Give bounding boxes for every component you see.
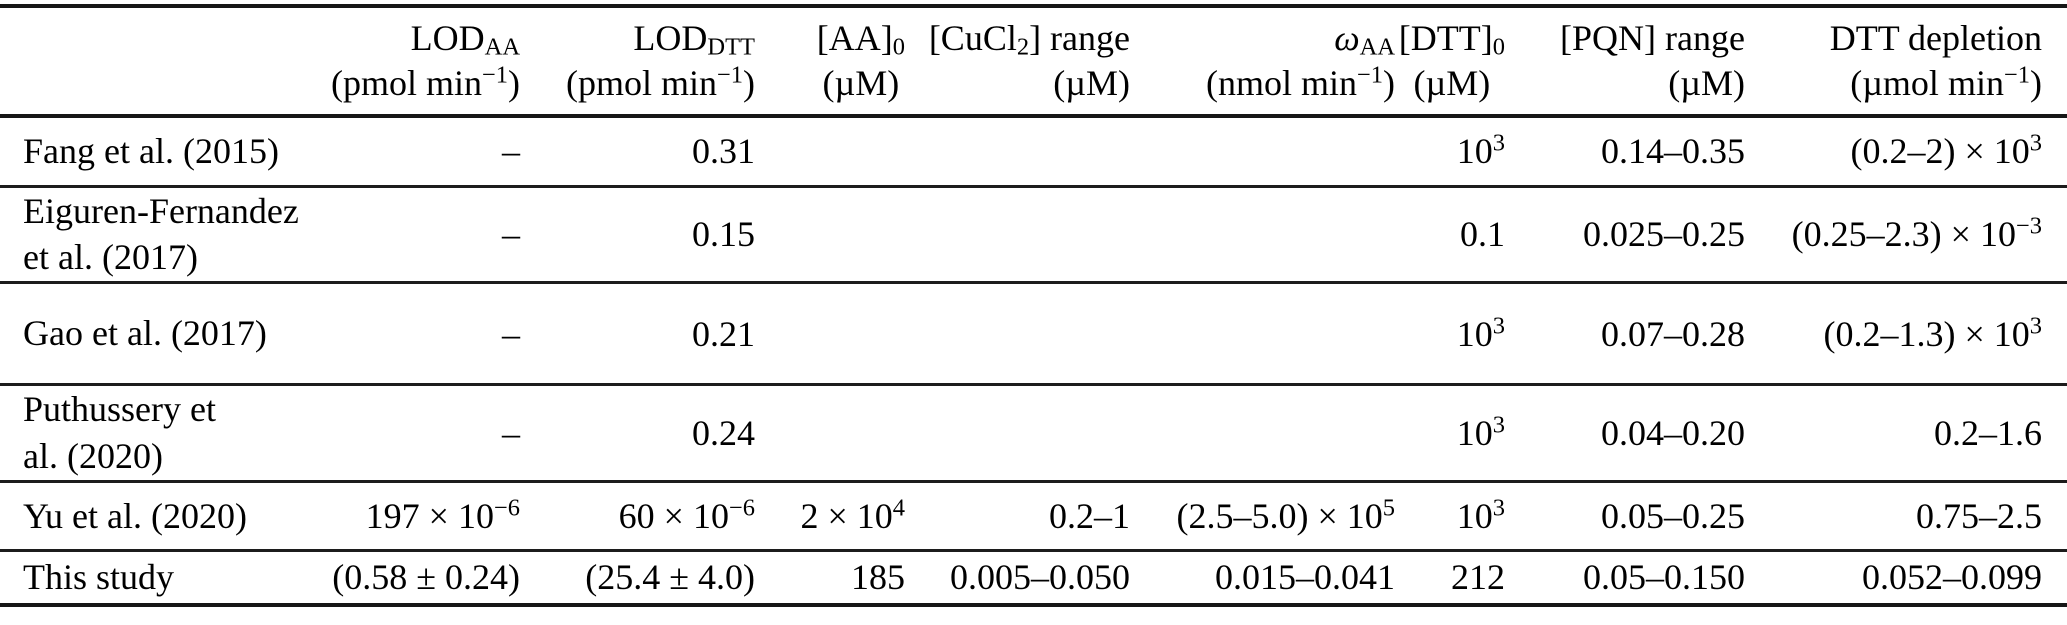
- column-unit: (nmol min−1): [1205, 61, 1395, 103]
- column-header-lod-aa: LODAA (pmol min−1): [310, 6, 520, 116]
- cell-aa0: 2 × 104: [800, 494, 905, 537]
- cell-aa0: 185: [851, 557, 905, 598]
- table-row: Yu et al. (2020) 197 × 10−6 60 × 10−6 2 …: [0, 482, 2067, 551]
- column-header-cucl2-range: [CuCl2] range (µM): [905, 6, 1130, 116]
- cell-lod-aa: –: [502, 131, 520, 172]
- column-title: [DTT]0: [1398, 18, 1505, 61]
- column-title: DTT depletion: [1829, 18, 2042, 58]
- column-unit: (pmol min−1): [330, 61, 520, 103]
- study-comparison-table: LODAA (pmol min−1) LODDTT (pmol min−1) […: [0, 4, 2067, 607]
- column-header-study: [0, 6, 310, 116]
- cell-lod-aa: –: [502, 313, 520, 354]
- cell-aa0: [755, 186, 905, 283]
- column-unit: (µM): [1413, 63, 1491, 103]
- column-unit: (pmol min−1): [565, 61, 755, 103]
- row-label: Eiguren-Fernandez et al. (2017): [23, 190, 299, 278]
- cell-lod-dtt: 60 × 10−6: [618, 494, 755, 537]
- table-row: Gao et al. (2017) – 0.21 103 0.07–0.28 (…: [0, 283, 2067, 385]
- cell-pqn-range: 0.05–0.25: [1601, 496, 1745, 537]
- cell-cucl2-range: [905, 283, 1130, 385]
- cell-lod-dtt: 0.24: [692, 413, 755, 454]
- cell-lod-dtt: (25.4 ± 4.0): [585, 557, 755, 598]
- header-row: LODAA (pmol min−1) LODDTT (pmol min−1) […: [0, 6, 2067, 116]
- cell-cucl2-range: [905, 186, 1130, 283]
- table-row: Puthussery et al. (2020) – 0.24 103 0.04…: [0, 385, 2067, 482]
- column-header-omega-aa: ωAA (nmol min−1): [1130, 6, 1395, 116]
- table-row: This study (0.58 ± 0.24) (25.4 ± 4.0) 18…: [0, 551, 2067, 605]
- cell-dtt0: 0.1: [1460, 214, 1505, 255]
- cell-omega-aa: [1130, 385, 1395, 482]
- cell-dtt0: 212: [1451, 557, 1505, 598]
- cell-dtt-depletion: (0.25–2.3) × 10−3: [1791, 212, 2042, 255]
- cell-omega-aa: (2.5–5.0) × 105: [1176, 494, 1395, 537]
- cell-cucl2-range: 0.2–1: [1049, 496, 1130, 537]
- cell-dtt0: 103: [1456, 411, 1505, 454]
- cell-aa0: [755, 116, 905, 186]
- cell-dtt0: 103: [1456, 129, 1505, 172]
- cell-dtt-depletion: (0.2–2) × 103: [1850, 129, 2042, 172]
- column-unit: (µM): [1668, 63, 1745, 103]
- row-label: This study: [23, 556, 175, 597]
- column-unit: (µmol min−1): [1850, 61, 2042, 103]
- column-header-lod-dtt: LODDTT (pmol min−1): [520, 6, 755, 116]
- cell-aa0: [755, 385, 905, 482]
- cell-dtt-depletion: 0.052–0.099: [1862, 557, 2042, 598]
- row-label: Puthussery et al. (2020): [23, 389, 216, 477]
- cell-dtt0: 103: [1456, 311, 1505, 354]
- column-header-aa0: [AA]0 (µM): [755, 6, 905, 116]
- row-label: Gao et al. (2017): [23, 313, 267, 354]
- cell-pqn-range: 0.04–0.20: [1601, 413, 1745, 454]
- cell-dtt-depletion: 0.75–2.5: [1916, 496, 2042, 537]
- column-unit: (µM): [822, 63, 900, 103]
- cell-lod-aa: 197 × 10−6: [365, 494, 520, 537]
- cell-lod-aa: –: [502, 214, 520, 255]
- column-unit: (µM): [1053, 63, 1130, 103]
- cell-pqn-range: 0.05–0.150: [1583, 557, 1745, 598]
- cell-cucl2-range: [905, 116, 1130, 186]
- cell-omega-aa: [1130, 116, 1395, 186]
- cell-omega-aa: [1130, 283, 1395, 385]
- cell-lod-aa: (0.58 ± 0.24): [332, 557, 520, 598]
- cell-aa0: [755, 283, 905, 385]
- cell-omega-aa: [1130, 186, 1395, 283]
- row-label: Fang et al. (2015): [23, 130, 279, 171]
- column-title: LODAA: [410, 18, 520, 61]
- cell-cucl2-range: 0.005–0.050: [950, 557, 1130, 598]
- table-row: Fang et al. (2015) – 0.31 103 0.14–0.35 …: [0, 116, 2067, 186]
- cell-cucl2-range: [905, 385, 1130, 482]
- column-title: [AA]0: [816, 18, 905, 61]
- cell-pqn-range: 0.14–0.35: [1601, 131, 1745, 172]
- column-title: [PQN] range: [1560, 18, 1745, 58]
- cell-pqn-range: 0.025–0.25: [1583, 214, 1745, 255]
- cell-dtt0: 103: [1456, 494, 1505, 537]
- cell-dtt-depletion: (0.2–1.3) × 103: [1823, 311, 2042, 354]
- cell-omega-aa: 0.015–0.041: [1215, 557, 1395, 598]
- table-row: Eiguren-Fernandez et al. (2017) – 0.15 0…: [0, 186, 2067, 283]
- cell-lod-aa: –: [502, 413, 520, 454]
- column-title: LODDTT: [633, 18, 755, 61]
- cell-dtt-depletion: 0.2–1.6: [1934, 413, 2042, 454]
- row-label: Yu et al. (2020): [23, 495, 247, 536]
- cell-pqn-range: 0.07–0.28: [1601, 313, 1745, 354]
- cell-lod-dtt: 0.31: [692, 131, 755, 172]
- cell-lod-dtt: 0.15: [692, 214, 755, 255]
- column-header-dtt-depletion: DTT depletion (µmol min−1): [1745, 6, 2067, 116]
- column-title: [CuCl2] range: [928, 18, 1130, 61]
- cell-lod-dtt: 0.21: [692, 313, 755, 354]
- column-header-pqn-range: [PQN] range (µM): [1505, 6, 1745, 116]
- column-title: ωAA: [1334, 18, 1395, 61]
- column-header-dtt0: [DTT]0 (µM): [1395, 6, 1505, 116]
